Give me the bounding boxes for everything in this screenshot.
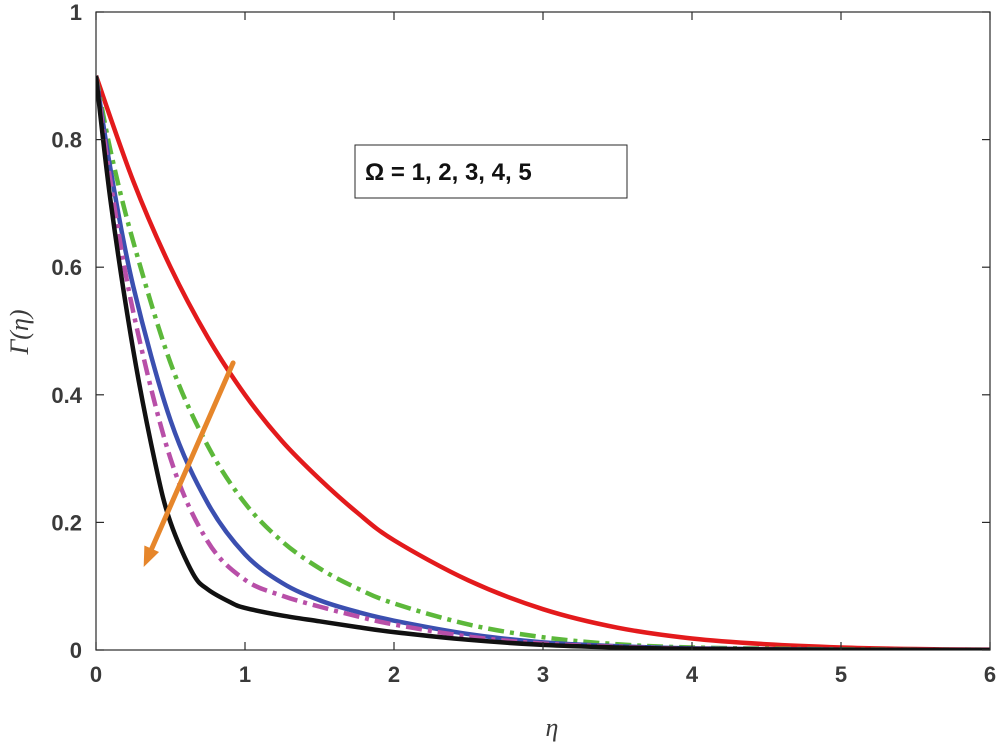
y-tick-label: 0.2 xyxy=(51,510,82,535)
x-tick-label: 6 xyxy=(984,662,996,687)
x-tick-label: 2 xyxy=(388,662,400,687)
y-tick-label: 0.4 xyxy=(51,383,82,408)
plot-area xyxy=(95,11,991,651)
x-tick-label: 0 xyxy=(90,662,102,687)
series-line-5 xyxy=(96,75,990,650)
y-axis-label: Γ(η) xyxy=(5,309,34,355)
series-line-1 xyxy=(96,75,990,650)
trend-arrow-head xyxy=(143,545,160,568)
trend-arrow-shaft xyxy=(149,360,236,552)
tick-layer: 0 1 2 3 4 5 6 0 0.2 0.4 0.6 0.8 1 xyxy=(51,0,996,687)
trend-arrow xyxy=(143,360,236,568)
y-tick-label: 0.6 xyxy=(51,255,82,280)
x-tick-label: 1 xyxy=(239,662,251,687)
annotation-box-frame xyxy=(354,144,628,199)
x-axis-label: η xyxy=(546,713,559,742)
x-tick-label: 3 xyxy=(537,662,549,687)
y-tick-label: 0 xyxy=(70,638,82,663)
series-line-4 xyxy=(96,75,990,650)
legend-annotation-box: Ω = 1, 2, 3, 4, 5 xyxy=(354,144,628,199)
y-tick-label: 1 xyxy=(70,0,82,25)
x-tick-label: 5 xyxy=(835,662,847,687)
x-tick-label: 4 xyxy=(686,662,699,687)
y-tick-label: 0.8 xyxy=(51,128,82,153)
annotation-text: Ω = 1, 2, 3, 4, 5 xyxy=(365,159,532,186)
